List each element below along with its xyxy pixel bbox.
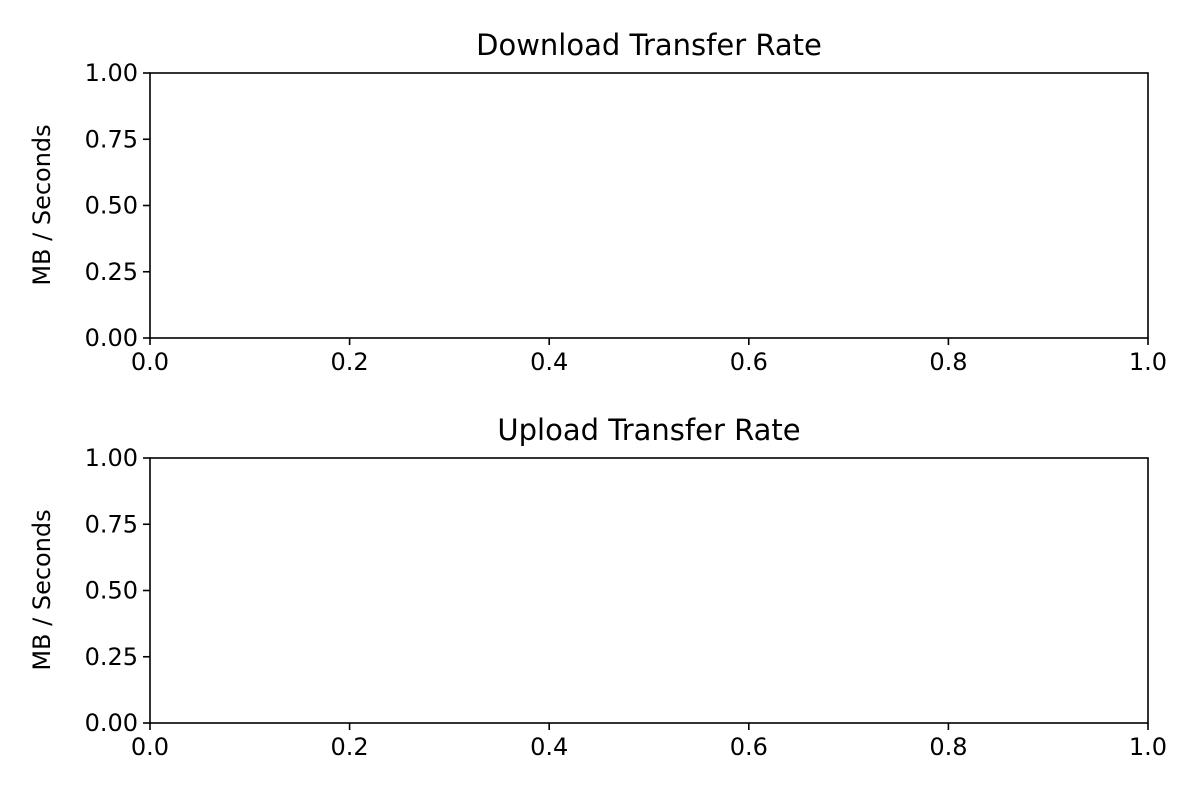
download-y-tick-label: 0.25	[85, 258, 138, 286]
download-x-tick-label: 0.8	[929, 348, 967, 376]
upload-x-tick-label: 1.0	[1129, 733, 1167, 761]
upload-y-tick-label: 0.50	[85, 577, 138, 605]
upload-x-tick-label: 0.6	[730, 733, 768, 761]
upload-plot-area	[149, 457, 1149, 724]
upload-x-tick-label: 0.2	[331, 733, 369, 761]
download-x-tick-label: 0.4	[530, 348, 568, 376]
download-plot-area	[149, 72, 1149, 339]
download-x-tick-label: 0.6	[730, 348, 768, 376]
download-y-axis-label: MB / Seconds	[28, 124, 56, 285]
upload-x-tick-label: 0.8	[929, 733, 967, 761]
download-x-tick-label: 0.2	[331, 348, 369, 376]
upload-x-ticks: 0.0 0.2 0.4 0.6 0.8 1.0	[131, 723, 1167, 761]
upload-chart-title: Upload Transfer Rate	[497, 413, 800, 447]
upload-y-tick-label: 0.75	[85, 510, 138, 538]
download-chart-title: Download Transfer Rate	[476, 28, 822, 62]
download-y-tick-label: 0.00	[85, 324, 138, 352]
download-y-tick-label: 0.75	[85, 125, 138, 153]
upload-chart-panel: Upload Transfer Rate MB / Seconds 0.0 0.2…	[28, 413, 1167, 761]
upload-x-tick-label: 0.0	[131, 733, 169, 761]
upload-y-tick-label: 0.25	[85, 643, 138, 671]
upload-y-ticks: 0.00 0.25 0.50 0.75 1.00	[85, 444, 150, 737]
upload-y-axis-label: MB / Seconds	[28, 509, 56, 670]
upload-y-tick-label: 1.00	[85, 444, 138, 472]
download-y-tick-label: 0.50	[85, 192, 138, 220]
download-y-tick-label: 1.00	[85, 59, 138, 87]
upload-y-tick-label: 0.00	[85, 709, 138, 737]
download-x-ticks: 0.0 0.2 0.4 0.6 0.8 1.0	[131, 338, 1167, 376]
upload-x-tick-label: 0.4	[530, 733, 568, 761]
download-x-tick-label: 0.0	[131, 348, 169, 376]
download-x-tick-label: 1.0	[1129, 348, 1167, 376]
download-y-ticks: 0.00 0.25 0.50 0.75 1.00	[85, 59, 150, 352]
download-chart-panel: Download Transfer Rate MB / Seconds 0.0 0…	[28, 28, 1167, 376]
